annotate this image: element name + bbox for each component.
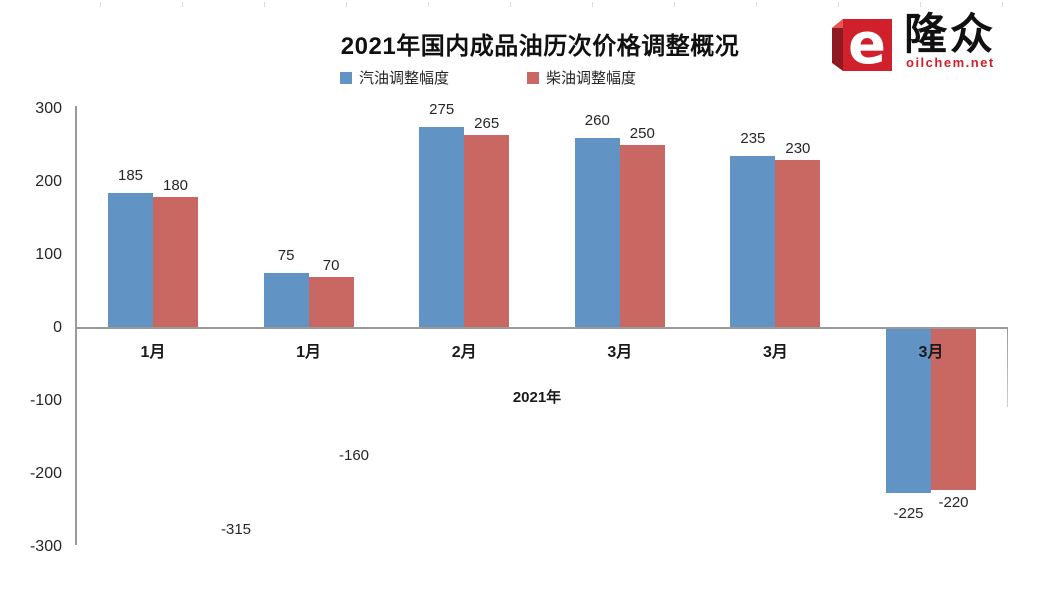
x-category-3: 3月: [607, 344, 633, 361]
bar-label-diesel-4: 230: [785, 140, 811, 157]
logo-domain-name: oilchem.net: [906, 55, 995, 70]
y-axis-label--300: -300: [29, 538, 62, 555]
x-category-2: 2月: [451, 344, 477, 361]
bar-label-gasoline-1: 75: [277, 247, 295, 264]
bar-label-diesel-0: 180: [162, 177, 189, 194]
bar-diesel-1: [308, 277, 354, 328]
bar-diesel-3: [619, 145, 665, 328]
oilchem-e-cube-icon: e: [832, 12, 892, 76]
x-category-1: 1月: [296, 344, 322, 361]
y-axis-label--200: -200: [29, 465, 62, 482]
bar-gasoline-5: [886, 329, 931, 493]
bar-diesel-2: [464, 135, 510, 328]
y-axis-label--100: -100: [29, 392, 62, 409]
copied-range-dashed-border: [60, 2, 1010, 7]
bar-gasoline-1: [263, 273, 309, 328]
x-category-0: 1月: [140, 344, 166, 361]
y-axis-line: [75, 106, 77, 545]
bar-diesel-4: [775, 160, 821, 328]
x-axis-title: 2021年: [512, 389, 562, 406]
x-category-5: 3月: [918, 344, 944, 361]
plot-right-border-stub: [1007, 329, 1008, 407]
y-axis-label-0: 0: [53, 319, 62, 336]
chart-title: 2021年国内成品油历次价格调整概况: [340, 33, 740, 60]
gasoline-legend-swatch: [340, 71, 352, 84]
oilchem-logo: e 隆众 oilchem.net: [828, 12, 996, 76]
bar-label-diesel-1: 70: [322, 257, 340, 274]
svg-text:e: e: [848, 12, 886, 76]
bar-diesel-0: [153, 197, 198, 328]
x-category-4: 3月: [762, 344, 788, 361]
y-axis-label-100: 100: [35, 246, 62, 263]
bar-gasoline-4: [730, 156, 776, 328]
bar-gasoline-2: [419, 127, 465, 328]
bar-label-diesel-3: 250: [629, 125, 655, 142]
bar-diesel-5: [931, 329, 976, 490]
stray-data-label-1: -315: [220, 521, 252, 538]
bar-label-gasoline-5: -225: [893, 505, 924, 522]
bar-gasoline-3: [574, 138, 620, 328]
legend-item-diesel: 柴油调整幅度: [527, 67, 636, 88]
bar-label-gasoline-0: 185: [117, 167, 144, 184]
logo-text-block: 隆众 oilchem.net: [904, 12, 996, 70]
bar-label-gasoline-4: 235: [740, 130, 766, 147]
stray-data-label-0: -160: [338, 447, 370, 464]
bar-label-diesel-5: -220: [938, 494, 969, 511]
y-axis-label-300: 300: [35, 100, 62, 117]
logo-brand-name: 隆众: [904, 11, 996, 59]
bar-label-gasoline-3: 260: [584, 112, 610, 129]
diesel-legend-label: 柴油调整幅度: [546, 70, 637, 87]
chart-legend: 汽油调整幅度 柴油调整幅度: [340, 67, 636, 88]
bar-gasoline-0: [108, 193, 153, 328]
x-axis-line: [75, 327, 1008, 329]
legend-item-gasoline: 汽油调整幅度: [340, 67, 449, 88]
diesel-legend-swatch: [527, 71, 540, 84]
bar-label-diesel-2: 265: [474, 115, 500, 132]
bar-label-gasoline-2: 275: [429, 101, 455, 118]
gasoline-legend-label: 汽油调整幅度: [359, 70, 450, 87]
y-axis-label-200: 200: [35, 173, 62, 190]
